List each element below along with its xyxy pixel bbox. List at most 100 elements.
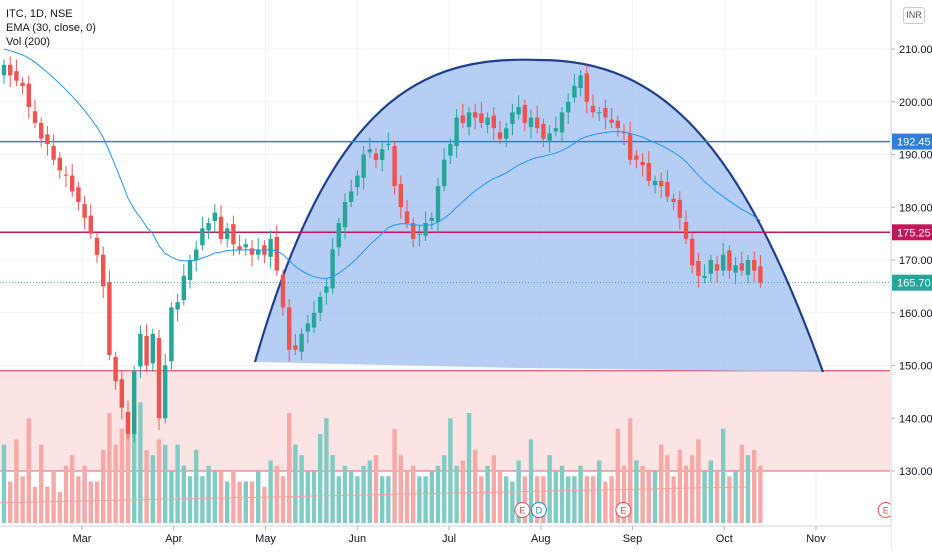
candle-body[interactable] [206,223,211,231]
candle-body[interactable] [237,246,242,250]
candle-body[interactable] [417,233,422,235]
candle-body[interactable] [163,365,168,419]
candle-body[interactable] [88,215,93,234]
candle-body[interactable] [361,154,366,178]
candle-body[interactable] [144,335,149,366]
candle-body[interactable] [324,286,329,293]
resistance-tag[interactable] [892,133,932,150]
candle-body[interactable] [293,345,298,350]
candle-body[interactable] [249,248,255,255]
candle-body[interactable] [690,238,695,266]
candle-body[interactable] [355,175,360,188]
candle-body[interactable] [94,237,100,255]
candle-body[interactable] [739,263,744,271]
candle-body[interactable] [138,333,143,367]
candle-body[interactable] [708,260,713,274]
candle-body[interactable] [628,133,633,160]
candle-body[interactable] [181,275,186,301]
candle-body[interactable] [485,117,490,125]
time-axis[interactable] [0,526,891,550]
candle-body[interactable] [429,217,434,221]
candle-body[interactable] [677,199,682,218]
candle-body[interactable] [541,123,546,139]
candle-body[interactable] [76,187,81,202]
candle-body[interactable] [8,64,13,76]
candle-body[interactable] [597,112,602,114]
candle-body[interactable] [640,161,645,166]
candle-body[interactable] [82,204,87,218]
candle-body[interactable] [510,112,515,124]
candle-body[interactable] [652,180,658,186]
candle-body[interactable] [578,75,583,89]
candle-body[interactable] [466,112,472,128]
candle-body[interactable] [721,254,726,271]
candle-body[interactable] [107,282,112,355]
candle-body[interactable] [349,191,354,202]
candle-body[interactable] [516,107,521,115]
candle-body[interactable] [169,307,174,362]
event-circle[interactable] [514,502,531,518]
candle-body[interactable] [423,223,428,236]
candle-body[interactable] [609,119,614,123]
candle-body[interactable] [615,120,620,129]
candle-body[interactable] [342,201,348,228]
candle-body[interactable] [45,134,50,144]
candle-body[interactable] [590,105,596,113]
event-circle[interactable] [615,502,632,518]
candle-body[interactable] [200,228,205,246]
candle-body[interactable] [696,261,701,276]
candle-body[interactable] [330,249,335,289]
ema-indicator-label[interactable]: EMA (30, close, 0) [6,22,96,34]
candle-body[interactable] [20,82,25,86]
candle-body[interactable] [101,254,106,287]
event-marker-dividend-earnings[interactable]: E [514,502,531,518]
candle-body[interactable] [132,370,137,435]
event-marker-earnings[interactable]: E [615,502,632,518]
candle-body[interactable] [553,128,558,132]
candle-body[interactable] [491,115,496,129]
candle-body[interactable] [454,117,459,147]
candle-body[interactable] [727,250,732,271]
candle-body[interactable] [32,111,38,123]
candle-body[interactable] [646,162,651,181]
candle-body[interactable] [119,379,124,408]
rounding-top-curve[interactable] [253,58,825,373]
candle-body[interactable] [386,143,391,146]
candle-body[interactable] [187,260,193,281]
candle-body[interactable] [758,266,763,283]
candle-body[interactable] [559,112,565,133]
candle-body[interactable] [274,236,279,271]
candle-body[interactable] [621,132,627,134]
candle-body[interactable] [63,174,69,176]
candle-body[interactable] [113,357,118,382]
candle-body[interactable] [175,302,180,310]
candle-body[interactable] [318,296,323,313]
symbol-label[interactable]: ITC, 1D, NSE [6,8,73,20]
candle-body[interactable] [473,112,478,118]
candle-body[interactable] [51,146,56,160]
candle-body[interactable] [404,211,410,224]
candle-body[interactable] [256,249,261,255]
candle-body[interactable] [665,181,670,197]
candle-body[interactable] [745,260,751,275]
candle-body[interactable] [442,159,447,187]
event-marker-dividend[interactable]: D [530,502,547,518]
candle-body[interactable] [535,117,540,129]
candle-body[interactable] [311,312,317,328]
candle-body[interactable] [231,224,236,245]
candle-body[interactable] [634,155,639,160]
candle-body[interactable] [70,175,75,192]
candle-body[interactable] [702,275,707,278]
candle-body[interactable] [411,223,416,239]
event-circle[interactable] [530,502,547,518]
candle-body[interactable] [522,104,527,123]
candle-body[interactable] [125,411,131,435]
candle-body[interactable] [584,73,589,102]
candle-body[interactable] [1,64,7,76]
currency-badge[interactable]: INR [903,7,925,24]
candle-body[interactable] [150,333,155,364]
candle-body[interactable] [566,101,571,113]
candle-body[interactable] [373,153,379,160]
candle-body[interactable] [380,149,385,160]
candle-body[interactable] [280,274,286,308]
